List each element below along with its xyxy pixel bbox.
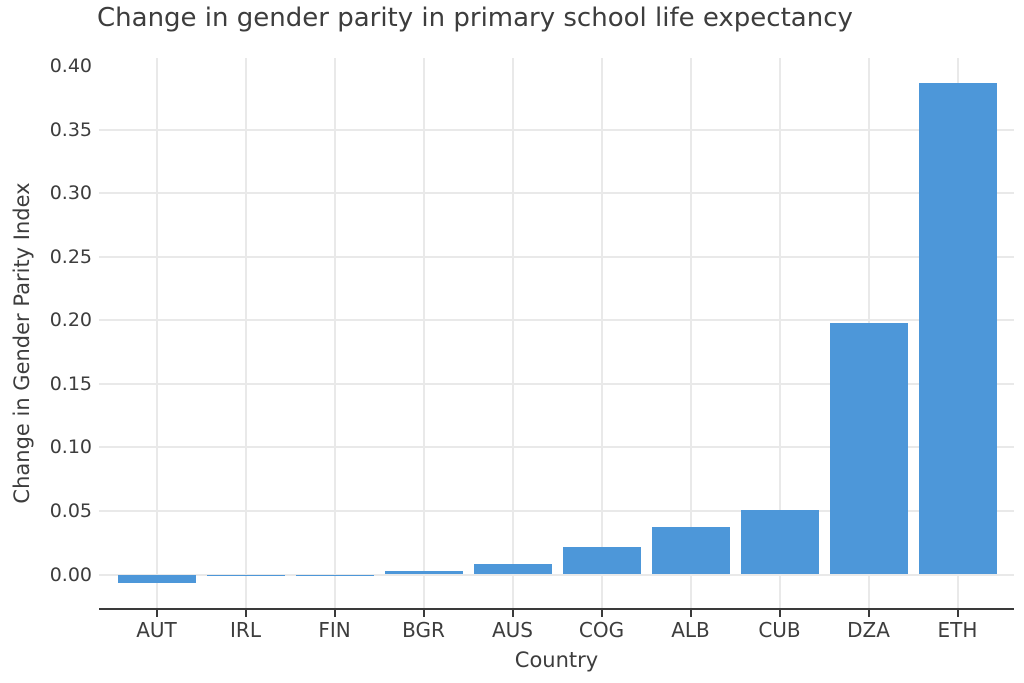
y-tick-label: 0.05 <box>49 499 92 522</box>
x-tick-label-irl: IRL <box>230 618 261 642</box>
h-gridline <box>99 319 1014 322</box>
bar-cog <box>562 546 641 575</box>
x-tick-label-aut: AUT <box>136 618 177 642</box>
x-tick-label-aus: AUS <box>491 618 533 642</box>
v-gridline <box>600 58 603 608</box>
x-tick-label-alb: ALB <box>671 618 710 642</box>
x-tick-mark <box>600 610 603 617</box>
x-tick-label-cog: COG <box>578 618 625 642</box>
v-gridline <box>333 58 336 608</box>
bar-eth <box>918 82 997 575</box>
x-tick-label-dza: DZA <box>847 618 890 642</box>
x-tick-mark <box>422 610 425 617</box>
h-gridline <box>99 382 1014 385</box>
bar-irl <box>206 574 285 576</box>
x-tick-mark <box>956 610 959 617</box>
x-tick-mark <box>333 610 336 617</box>
y-tick-label: 0.10 <box>49 436 92 459</box>
bar-bgr <box>384 570 463 575</box>
v-gridline <box>422 58 425 608</box>
x-tick-mark <box>689 610 692 617</box>
x-axis-spine <box>99 608 1014 610</box>
h-gridline <box>99 192 1014 195</box>
x-tick-mark <box>511 610 514 617</box>
x-tick-mark <box>244 610 247 617</box>
y-tick-label: 0.00 <box>49 563 92 586</box>
bar-alb <box>651 527 730 575</box>
x-axis-label: Country <box>514 648 599 672</box>
h-gridline <box>99 128 1014 131</box>
v-gridline <box>244 58 247 608</box>
x-tick-label-bgr: BGR <box>402 618 445 642</box>
h-gridline <box>99 446 1014 449</box>
y-tick-label: 0.30 <box>49 182 92 205</box>
y-tick-label: 0.25 <box>49 245 92 268</box>
h-gridline <box>99 509 1014 512</box>
v-gridline <box>511 58 514 608</box>
bar-cub <box>740 509 819 575</box>
y-tick-label: 0.35 <box>49 118 92 141</box>
h-gridline <box>99 255 1014 258</box>
v-gridline <box>689 58 692 608</box>
x-tick-mark <box>155 610 158 617</box>
y-tick-label: 0.15 <box>49 372 92 395</box>
v-gridline <box>778 58 781 608</box>
x-tick-label-cub: CUB <box>758 618 801 642</box>
x-tick-mark <box>778 610 781 617</box>
x-tick-label-eth: ETH <box>937 618 978 642</box>
bar-aus <box>473 564 552 575</box>
x-tick-label-fin: FIN <box>318 618 351 642</box>
bar-dza <box>829 322 908 575</box>
y-tick-label: 0.40 <box>49 55 92 78</box>
bar-fin <box>295 574 374 576</box>
y-tick-label: 0.20 <box>49 309 92 332</box>
x-tick-mark <box>867 610 870 617</box>
v-gridline <box>155 58 158 608</box>
chart-title: Change in gender parity in primary schoo… <box>97 3 853 33</box>
bar-aut <box>117 574 196 584</box>
h-gridline <box>99 573 1014 576</box>
